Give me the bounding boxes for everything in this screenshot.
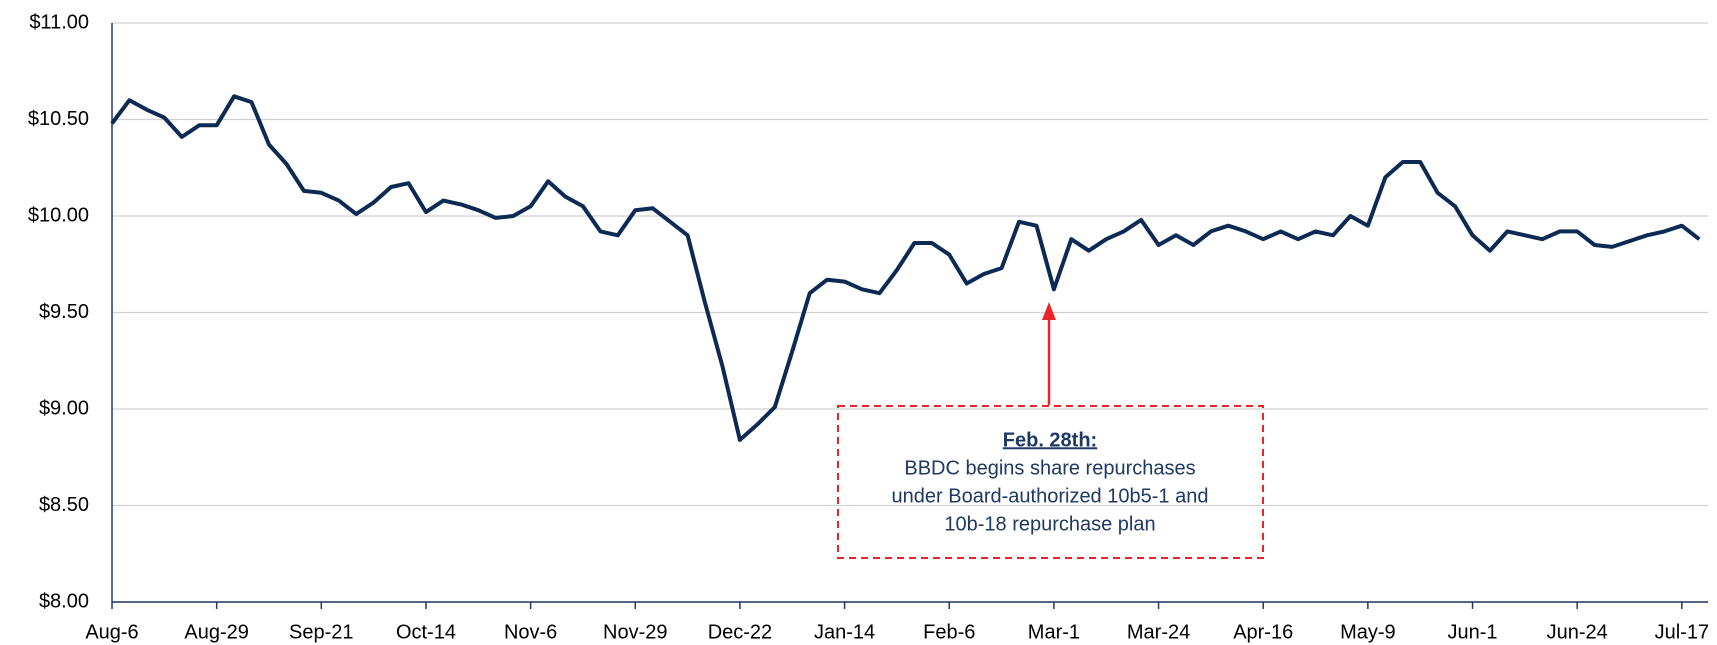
x-tick-label: Oct-14 xyxy=(396,621,456,643)
x-tick-label: Feb-6 xyxy=(923,621,975,643)
x-tick-label: Sep-21 xyxy=(289,621,354,643)
x-tick-label: Dec-22 xyxy=(708,621,772,643)
price-line xyxy=(110,94,1701,442)
y-tick-label: $10.50 xyxy=(28,108,89,130)
x-tick-label: Jul-17 xyxy=(1655,621,1709,643)
x-tick-label: Nov-6 xyxy=(504,621,557,643)
x-tick-label: Jun-1 xyxy=(1448,621,1498,643)
x-tick-label: Apr-16 xyxy=(1233,621,1293,643)
x-tick-label: Nov-29 xyxy=(603,621,667,643)
x-tick-label: Mar-1 xyxy=(1028,621,1080,643)
x-tick-label: Mar-24 xyxy=(1127,621,1190,643)
y-tick-label: $9.00 xyxy=(39,397,89,419)
y-tick-label: $11.00 xyxy=(29,11,89,33)
annotation-title: Feb. 28th: xyxy=(1003,429,1097,451)
annotation-text: under Board-authorized 10b5-1 and xyxy=(892,485,1209,507)
x-tick-label: Aug-29 xyxy=(184,621,249,643)
annotation-text: 10b-18 repurchase plan xyxy=(944,513,1155,535)
y-tick-label: $8.00 xyxy=(39,590,89,612)
annotation-arrowhead xyxy=(1042,302,1056,320)
y-tick-label: $9.50 xyxy=(39,301,89,323)
y-tick-label: $8.50 xyxy=(39,494,89,516)
x-tick-label: Jun-24 xyxy=(1547,621,1608,643)
y-tick-label: $10.00 xyxy=(28,204,89,226)
x-tick-label: Aug-6 xyxy=(85,621,138,643)
x-tick-label: Jan-14 xyxy=(814,621,875,643)
x-tick-label: May-9 xyxy=(1340,621,1396,643)
annotation-text: BBDC begins share repurchases xyxy=(904,457,1195,479)
